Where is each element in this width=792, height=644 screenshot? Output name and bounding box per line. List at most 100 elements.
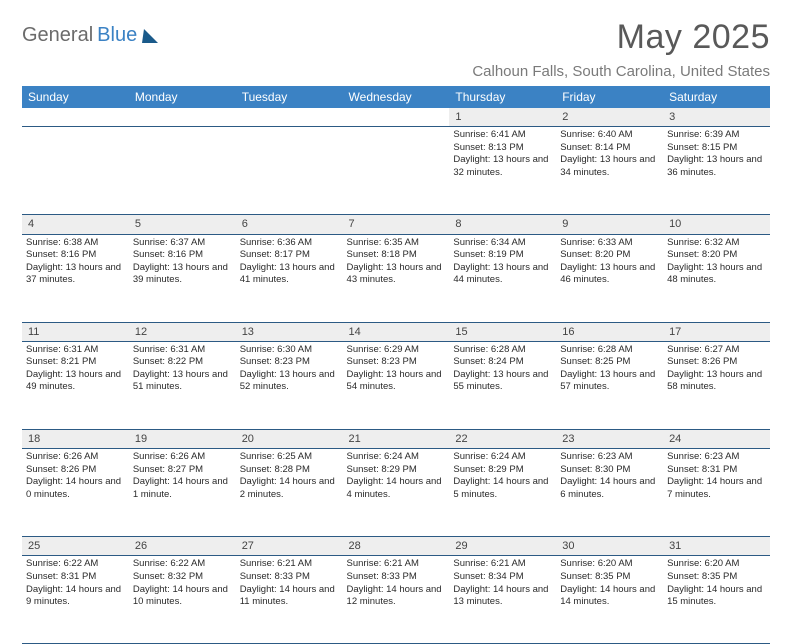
day-details: Sunrise: 6:31 AM Sunset: 8:21 PM Dayligh…: [26, 344, 125, 394]
logo-triangle-icon: [142, 29, 160, 43]
day-number: 22: [449, 429, 556, 448]
logo-text-1: General: [22, 24, 93, 47]
day-cell: Sunrise: 6:24 AM Sunset: 8:29 PM Dayligh…: [343, 449, 450, 537]
day-number: 12: [129, 322, 236, 341]
day-details: Sunrise: 6:31 AM Sunset: 8:22 PM Dayligh…: [133, 344, 232, 394]
day-number: [22, 108, 129, 127]
day-details: Sunrise: 6:21 AM Sunset: 8:33 PM Dayligh…: [240, 558, 339, 608]
day-content-row: Sunrise: 6:38 AM Sunset: 8:16 PM Dayligh…: [22, 234, 770, 322]
day-number: 6: [236, 215, 343, 234]
day-details: Sunrise: 6:27 AM Sunset: 8:26 PM Dayligh…: [667, 344, 766, 394]
day-details: Sunrise: 6:26 AM Sunset: 8:27 PM Dayligh…: [133, 451, 232, 501]
day-details: Sunrise: 6:36 AM Sunset: 8:17 PM Dayligh…: [240, 237, 339, 287]
day-cell: Sunrise: 6:32 AM Sunset: 8:20 PM Dayligh…: [663, 234, 770, 322]
day-content-row: Sunrise: 6:41 AM Sunset: 8:13 PM Dayligh…: [22, 127, 770, 215]
day-number: 5: [129, 215, 236, 234]
day-number: 7: [343, 215, 450, 234]
day-details: Sunrise: 6:34 AM Sunset: 8:19 PM Dayligh…: [453, 237, 552, 287]
day-details: Sunrise: 6:22 AM Sunset: 8:32 PM Dayligh…: [133, 558, 232, 608]
day-cell: Sunrise: 6:29 AM Sunset: 8:23 PM Dayligh…: [343, 341, 450, 429]
day-content-row: Sunrise: 6:22 AM Sunset: 8:31 PM Dayligh…: [22, 556, 770, 644]
day-cell: Sunrise: 6:34 AM Sunset: 8:19 PM Dayligh…: [449, 234, 556, 322]
weekday-header: Friday: [556, 86, 663, 108]
day-details: Sunrise: 6:29 AM Sunset: 8:23 PM Dayligh…: [347, 344, 446, 394]
day-content-row: Sunrise: 6:31 AM Sunset: 8:21 PM Dayligh…: [22, 341, 770, 429]
day-number-row: 25262728293031: [22, 537, 770, 556]
day-number: 16: [556, 322, 663, 341]
day-number: 20: [236, 429, 343, 448]
day-number: 30: [556, 537, 663, 556]
day-cell: Sunrise: 6:21 AM Sunset: 8:34 PM Dayligh…: [449, 556, 556, 644]
day-details: Sunrise: 6:23 AM Sunset: 8:30 PM Dayligh…: [560, 451, 659, 501]
day-details: Sunrise: 6:39 AM Sunset: 8:15 PM Dayligh…: [667, 129, 766, 179]
day-details: Sunrise: 6:24 AM Sunset: 8:29 PM Dayligh…: [347, 451, 446, 501]
day-content-row: Sunrise: 6:26 AM Sunset: 8:26 PM Dayligh…: [22, 449, 770, 537]
day-details: Sunrise: 6:32 AM Sunset: 8:20 PM Dayligh…: [667, 237, 766, 287]
weekday-header: Sunday: [22, 86, 129, 108]
day-cell: Sunrise: 6:26 AM Sunset: 8:27 PM Dayligh…: [129, 449, 236, 537]
day-number: 13: [236, 322, 343, 341]
header: General Blue May 2025 Calhoun Falls, Sou…: [22, 18, 770, 80]
day-number: 14: [343, 322, 450, 341]
day-details: Sunrise: 6:22 AM Sunset: 8:31 PM Dayligh…: [26, 558, 125, 608]
day-cell: Sunrise: 6:22 AM Sunset: 8:31 PM Dayligh…: [22, 556, 129, 644]
day-cell: [22, 127, 129, 215]
day-number: 4: [22, 215, 129, 234]
day-number: 11: [22, 322, 129, 341]
month-title: May 2025: [472, 18, 770, 57]
day-number: [236, 108, 343, 127]
day-details: Sunrise: 6:20 AM Sunset: 8:35 PM Dayligh…: [667, 558, 766, 608]
day-cell: Sunrise: 6:22 AM Sunset: 8:32 PM Dayligh…: [129, 556, 236, 644]
day-number: 29: [449, 537, 556, 556]
day-cell: [236, 127, 343, 215]
day-number-row: 18192021222324: [22, 429, 770, 448]
day-number: 1: [449, 108, 556, 127]
day-number: 24: [663, 429, 770, 448]
day-cell: Sunrise: 6:37 AM Sunset: 8:16 PM Dayligh…: [129, 234, 236, 322]
day-number: 23: [556, 429, 663, 448]
day-details: Sunrise: 6:26 AM Sunset: 8:26 PM Dayligh…: [26, 451, 125, 501]
day-number-row: 123: [22, 108, 770, 127]
day-cell: Sunrise: 6:40 AM Sunset: 8:14 PM Dayligh…: [556, 127, 663, 215]
day-cell: Sunrise: 6:20 AM Sunset: 8:35 PM Dayligh…: [663, 556, 770, 644]
day-number: 31: [663, 537, 770, 556]
day-cell: Sunrise: 6:26 AM Sunset: 8:26 PM Dayligh…: [22, 449, 129, 537]
day-number: 10: [663, 215, 770, 234]
day-number: 9: [556, 215, 663, 234]
day-details: Sunrise: 6:37 AM Sunset: 8:16 PM Dayligh…: [133, 237, 232, 287]
day-number: 18: [22, 429, 129, 448]
day-number: 15: [449, 322, 556, 341]
day-cell: Sunrise: 6:31 AM Sunset: 8:22 PM Dayligh…: [129, 341, 236, 429]
day-details: Sunrise: 6:38 AM Sunset: 8:16 PM Dayligh…: [26, 237, 125, 287]
day-cell: Sunrise: 6:33 AM Sunset: 8:20 PM Dayligh…: [556, 234, 663, 322]
day-cell: Sunrise: 6:39 AM Sunset: 8:15 PM Dayligh…: [663, 127, 770, 215]
day-cell: [343, 127, 450, 215]
day-cell: Sunrise: 6:20 AM Sunset: 8:35 PM Dayligh…: [556, 556, 663, 644]
day-details: Sunrise: 6:25 AM Sunset: 8:28 PM Dayligh…: [240, 451, 339, 501]
day-details: Sunrise: 6:28 AM Sunset: 8:24 PM Dayligh…: [453, 344, 552, 394]
day-cell: Sunrise: 6:23 AM Sunset: 8:30 PM Dayligh…: [556, 449, 663, 537]
day-details: Sunrise: 6:20 AM Sunset: 8:35 PM Dayligh…: [560, 558, 659, 608]
weekday-header: Saturday: [663, 86, 770, 108]
weekday-header: Wednesday: [343, 86, 450, 108]
calendar-header-row: SundayMondayTuesdayWednesdayThursdayFrid…: [22, 86, 770, 108]
day-details: Sunrise: 6:40 AM Sunset: 8:14 PM Dayligh…: [560, 129, 659, 179]
day-cell: Sunrise: 6:36 AM Sunset: 8:17 PM Dayligh…: [236, 234, 343, 322]
day-details: Sunrise: 6:28 AM Sunset: 8:25 PM Dayligh…: [560, 344, 659, 394]
day-number: 17: [663, 322, 770, 341]
day-cell: Sunrise: 6:27 AM Sunset: 8:26 PM Dayligh…: [663, 341, 770, 429]
day-cell: Sunrise: 6:31 AM Sunset: 8:21 PM Dayligh…: [22, 341, 129, 429]
day-number: 8: [449, 215, 556, 234]
day-number: 2: [556, 108, 663, 127]
logo: General Blue: [22, 24, 159, 47]
day-cell: [129, 127, 236, 215]
day-cell: Sunrise: 6:21 AM Sunset: 8:33 PM Dayligh…: [343, 556, 450, 644]
day-cell: Sunrise: 6:28 AM Sunset: 8:25 PM Dayligh…: [556, 341, 663, 429]
location-text: Calhoun Falls, South Carolina, United St…: [472, 63, 770, 80]
day-number: [343, 108, 450, 127]
day-number: 19: [129, 429, 236, 448]
day-number-row: 11121314151617: [22, 322, 770, 341]
day-details: Sunrise: 6:41 AM Sunset: 8:13 PM Dayligh…: [453, 129, 552, 179]
day-number-row: 45678910: [22, 215, 770, 234]
day-details: Sunrise: 6:21 AM Sunset: 8:34 PM Dayligh…: [453, 558, 552, 608]
